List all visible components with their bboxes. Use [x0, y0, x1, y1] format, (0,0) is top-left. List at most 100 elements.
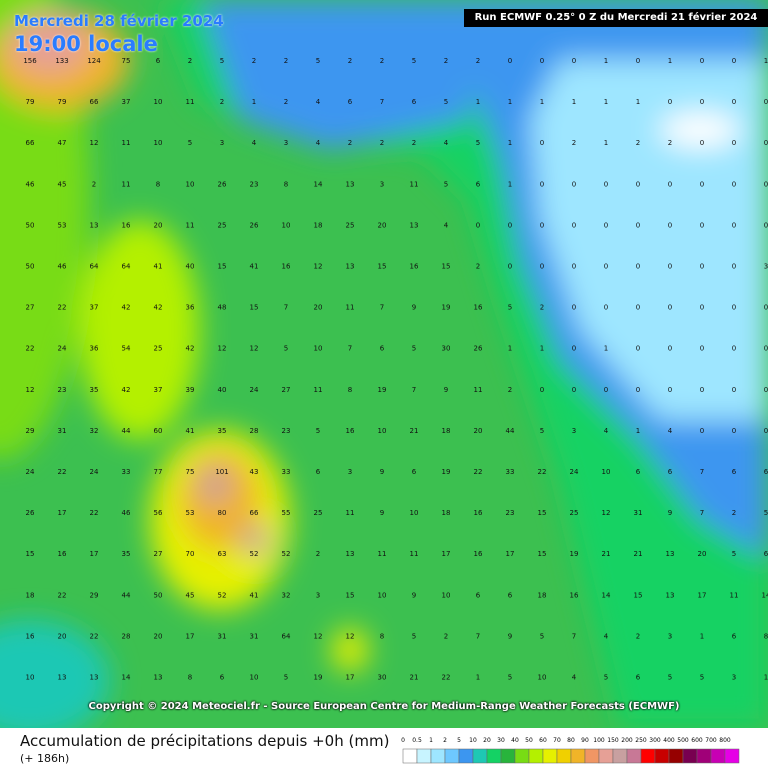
grid-value: 26 — [26, 509, 35, 517]
grid-value: 10 — [250, 674, 259, 682]
grid-value: 25 — [218, 221, 227, 229]
grid-value: 5 — [284, 345, 288, 353]
grid-value: 56 — [154, 509, 163, 517]
grid-value: 19 — [442, 304, 451, 312]
grid-value: 5 — [540, 632, 544, 640]
grid-value: 6 — [412, 98, 417, 106]
grid-value: 1 — [700, 632, 704, 640]
grid-value: 8 — [348, 386, 352, 394]
grid-value: 44 — [506, 427, 515, 435]
grid-value: 13 — [154, 674, 163, 682]
grid-value: 0 — [636, 345, 640, 353]
scale-label: 200 — [621, 737, 633, 744]
scale-label: 2 — [443, 737, 447, 744]
grid-value: 22 — [58, 304, 67, 312]
grid-value: 2 — [220, 98, 224, 106]
grid-value: 0 — [540, 386, 544, 394]
scale-label: 400 — [663, 737, 675, 744]
grid-value: 35 — [90, 386, 99, 394]
grid-value: 0 — [700, 139, 704, 147]
grid-value: 32 — [90, 427, 99, 435]
grid-value: 75 — [186, 468, 195, 476]
grid-value: 20 — [698, 550, 707, 558]
grid-value: 12 — [90, 139, 99, 147]
grid-value: 10 — [282, 221, 291, 229]
scale-swatch — [486, 748, 502, 764]
grid-value: 0 — [732, 98, 736, 106]
scale-label: 300 — [649, 737, 661, 744]
scale-swatch — [626, 748, 642, 764]
grid-value: 9 — [668, 509, 672, 517]
grid-value: 77 — [154, 468, 163, 476]
grid-value: 6 — [380, 345, 385, 353]
grid-value: 5 — [444, 98, 448, 106]
grid-value: 16 — [570, 591, 579, 599]
grid-value: 124 — [87, 57, 101, 65]
grid-value: 2 — [508, 386, 512, 394]
grid-value: 19 — [442, 468, 451, 476]
grid-value: 0 — [636, 57, 640, 65]
grid-value: 16 — [474, 550, 483, 558]
grid-value: 156 — [23, 57, 37, 65]
grid-value: 46 — [122, 509, 131, 517]
grid-value: 0 — [636, 221, 640, 229]
grid-value: 5 — [508, 674, 512, 682]
scale-label: 150 — [607, 737, 619, 744]
grid-value: 42 — [122, 386, 131, 394]
grid-value: 5 — [316, 57, 320, 65]
grid-value: 11 — [122, 180, 131, 188]
grid-value: 23 — [58, 386, 67, 394]
grid-value: 18 — [442, 509, 451, 517]
grid-value: 10 — [538, 674, 547, 682]
grid-value: 2 — [636, 139, 640, 147]
grid-value: 18 — [538, 591, 547, 599]
grid-value: 1 — [636, 98, 640, 106]
grid-value: 52 — [218, 591, 227, 599]
grid-value: 17 — [58, 509, 67, 517]
grid-value: 6 — [348, 98, 353, 106]
scale-label: 5 — [457, 737, 461, 744]
grid-value: 12 — [346, 632, 355, 640]
grid-value: 5 — [220, 57, 224, 65]
grid-value: 46 — [26, 180, 35, 188]
grid-value: 10 — [410, 509, 419, 517]
grid-value: 0 — [604, 221, 608, 229]
grid-value: 7 — [412, 386, 416, 394]
grid-value: 7 — [380, 98, 384, 106]
grid-value: 0 — [668, 221, 672, 229]
grid-value: 24 — [250, 386, 259, 394]
grid-value: 10 — [154, 139, 163, 147]
grid-value: 1 — [604, 98, 608, 106]
scale-label: 20 — [483, 737, 491, 744]
grid-value: 17 — [442, 550, 451, 558]
grid-value: 29 — [26, 427, 35, 435]
scale-label: 250 — [635, 737, 647, 744]
grid-value: 21 — [602, 550, 611, 558]
grid-value: 6 — [156, 57, 161, 65]
grid-value: 3 — [764, 263, 768, 271]
grid-value: 4 — [316, 98, 321, 106]
grid-value: 46 — [58, 263, 67, 271]
grid-value: 5 — [284, 674, 288, 682]
grid-value: 0 — [732, 345, 736, 353]
grid-value: 8 — [380, 632, 384, 640]
grid-value: 0 — [732, 386, 736, 394]
grid-value: 2 — [444, 632, 448, 640]
grid-value: 15 — [634, 591, 643, 599]
grid-value: 25 — [570, 509, 579, 517]
grid-value: 0 — [732, 180, 736, 188]
grid-value: 3 — [348, 468, 352, 476]
scale-swatch — [710, 748, 726, 764]
grid-value: 7 — [348, 345, 352, 353]
grid-value: 5 — [508, 304, 512, 312]
grid-value: 41 — [250, 591, 259, 599]
scale-swatch — [528, 748, 544, 764]
grid-value: 0 — [732, 304, 736, 312]
grid-value: 6 — [764, 468, 768, 476]
grid-value: 101 — [215, 468, 228, 476]
grid-value: 0 — [668, 345, 672, 353]
grid-value: 22 — [442, 674, 451, 682]
grid-value: 16 — [410, 263, 419, 271]
scale-label: 80 — [567, 737, 575, 744]
grid-value: 22 — [90, 632, 99, 640]
